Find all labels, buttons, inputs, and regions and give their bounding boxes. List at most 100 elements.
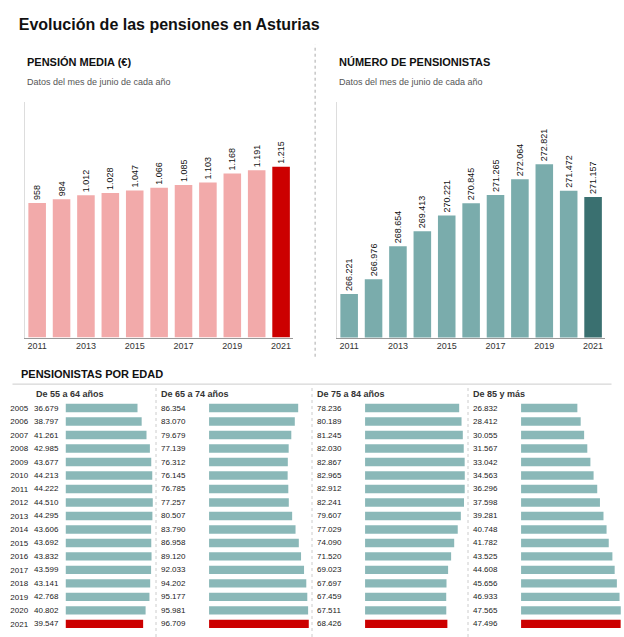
svg-text:1.168: 1.168 xyxy=(227,148,237,171)
svg-text:82.965: 82.965 xyxy=(317,471,342,480)
svg-text:2015: 2015 xyxy=(437,341,457,351)
svg-text:1.191: 1.191 xyxy=(252,145,262,168)
svg-text:271.265: 271.265 xyxy=(491,159,501,192)
svg-text:42.768: 42.768 xyxy=(34,592,59,601)
svg-text:2013: 2013 xyxy=(76,341,96,351)
svg-text:92.033: 92.033 xyxy=(161,565,186,574)
svg-text:43.677: 43.677 xyxy=(34,458,59,467)
svg-text:44.213: 44.213 xyxy=(34,471,59,480)
svg-text:2006: 2006 xyxy=(10,417,28,426)
svg-text:2012: 2012 xyxy=(10,498,28,507)
svg-text:266.221: 266.221 xyxy=(344,258,354,291)
svg-text:40.802: 40.802 xyxy=(34,606,59,615)
svg-text:43.141: 43.141 xyxy=(34,579,59,588)
svg-text:2011: 2011 xyxy=(27,341,46,351)
svg-text:86.958: 86.958 xyxy=(161,538,186,547)
svg-text:39.281: 39.281 xyxy=(473,511,498,520)
svg-text:26.832: 26.832 xyxy=(473,404,498,413)
svg-text:89.120: 89.120 xyxy=(161,552,186,561)
svg-text:984: 984 xyxy=(57,181,67,196)
svg-text:86.354: 86.354 xyxy=(161,404,186,413)
svg-text:2007: 2007 xyxy=(10,431,28,440)
svg-text:80.189: 80.189 xyxy=(317,417,342,426)
svg-text:80.507: 80.507 xyxy=(161,511,186,520)
svg-text:44.222: 44.222 xyxy=(34,484,59,493)
svg-text:1.047: 1.047 xyxy=(130,165,140,188)
svg-text:71.520: 71.520 xyxy=(317,552,342,561)
svg-text:28.412: 28.412 xyxy=(473,417,498,426)
svg-text:36.296: 36.296 xyxy=(473,484,498,493)
svg-text:1.085: 1.085 xyxy=(179,160,189,183)
svg-text:81.245: 81.245 xyxy=(317,431,342,440)
svg-text:270.221: 270.221 xyxy=(442,180,452,213)
svg-text:2005: 2005 xyxy=(10,404,28,413)
svg-text:2017: 2017 xyxy=(485,341,505,351)
svg-text:1.066: 1.066 xyxy=(154,162,164,185)
svg-text:34.563: 34.563 xyxy=(473,471,498,480)
svg-text:82.912: 82.912 xyxy=(317,484,342,493)
svg-text:2018: 2018 xyxy=(10,579,28,588)
svg-text:44.510: 44.510 xyxy=(34,498,59,507)
svg-text:77.139: 77.139 xyxy=(161,444,186,453)
svg-text:83.070: 83.070 xyxy=(161,417,186,426)
svg-text:74.090: 74.090 xyxy=(317,538,342,547)
svg-text:42.985: 42.985 xyxy=(34,444,59,453)
svg-text:82.867: 82.867 xyxy=(317,458,342,467)
svg-text:77.029: 77.029 xyxy=(317,525,342,534)
svg-text:2021: 2021 xyxy=(271,341,291,351)
svg-text:Datos del mes de junio de cada: Datos del mes de junio de cada año xyxy=(339,77,483,87)
svg-text:67.459: 67.459 xyxy=(317,592,342,601)
svg-text:68.426: 68.426 xyxy=(317,619,342,628)
svg-text:76.145: 76.145 xyxy=(161,471,186,480)
svg-text:2019: 2019 xyxy=(222,341,242,351)
svg-text:76.312: 76.312 xyxy=(161,458,186,467)
svg-text:96.709: 96.709 xyxy=(161,619,186,628)
svg-text:43.525: 43.525 xyxy=(473,552,498,561)
svg-text:266.976: 266.976 xyxy=(369,244,379,277)
svg-text:30.055: 30.055 xyxy=(473,431,498,440)
svg-text:46.933: 46.933 xyxy=(473,592,498,601)
svg-text:2013: 2013 xyxy=(388,341,408,351)
svg-text:270.845: 270.845 xyxy=(466,168,476,201)
svg-text:1.028: 1.028 xyxy=(105,168,115,191)
svg-text:De 55 a 64 años: De 55 a 64 años xyxy=(36,389,104,399)
svg-text:37.598: 37.598 xyxy=(473,498,498,507)
svg-text:2021: 2021 xyxy=(10,620,28,629)
svg-text:47.496: 47.496 xyxy=(473,619,498,628)
svg-text:78.236: 78.236 xyxy=(317,404,342,413)
svg-text:41.261: 41.261 xyxy=(34,431,59,440)
svg-text:39.547: 39.547 xyxy=(34,619,59,628)
svg-text:2020: 2020 xyxy=(10,606,28,615)
svg-text:79.607: 79.607 xyxy=(317,511,342,520)
svg-text:67.511: 67.511 xyxy=(317,606,341,615)
svg-text:2011: 2011 xyxy=(11,485,29,494)
svg-text:2011: 2011 xyxy=(339,341,358,351)
svg-text:271.472: 271.472 xyxy=(564,155,574,188)
svg-text:2017: 2017 xyxy=(173,341,193,351)
svg-text:44.608: 44.608 xyxy=(473,565,498,574)
svg-text:Evolución de las pensiones en: Evolución de las pensiones en Asturias xyxy=(19,16,320,33)
svg-text:958: 958 xyxy=(32,185,42,200)
svg-text:De 65 a 74 años: De 65 a 74 años xyxy=(161,389,229,399)
svg-text:83.790: 83.790 xyxy=(161,525,186,534)
svg-text:43.599: 43.599 xyxy=(34,565,59,574)
svg-text:2021: 2021 xyxy=(583,341,603,351)
svg-text:38.797: 38.797 xyxy=(34,417,59,426)
svg-text:94.202: 94.202 xyxy=(161,579,186,588)
svg-text:2010: 2010 xyxy=(10,471,28,480)
svg-text:2015: 2015 xyxy=(10,539,28,548)
svg-text:67.697: 67.697 xyxy=(317,579,342,588)
svg-text:43.692: 43.692 xyxy=(34,538,59,547)
svg-text:De 85 y más: De 85 y más xyxy=(473,389,525,399)
svg-text:2019: 2019 xyxy=(534,341,554,351)
svg-text:1.215: 1.215 xyxy=(276,141,286,164)
svg-text:Datos del mes de junio de cada: Datos del mes de junio de cada año xyxy=(27,77,171,87)
svg-text:De 75 a 84 años: De 75 a 84 años xyxy=(317,389,385,399)
svg-text:PENSIONISTAS POR EDAD: PENSIONISTAS POR EDAD xyxy=(21,368,163,380)
svg-text:NÚMERO DE PENSIONISTAS: NÚMERO DE PENSIONISTAS xyxy=(339,56,490,68)
svg-text:2017: 2017 xyxy=(10,566,28,575)
svg-text:36.679: 36.679 xyxy=(34,404,59,413)
svg-text:44.295: 44.295 xyxy=(34,511,59,520)
svg-text:33.042: 33.042 xyxy=(473,458,498,467)
svg-text:2013: 2013 xyxy=(10,512,28,521)
